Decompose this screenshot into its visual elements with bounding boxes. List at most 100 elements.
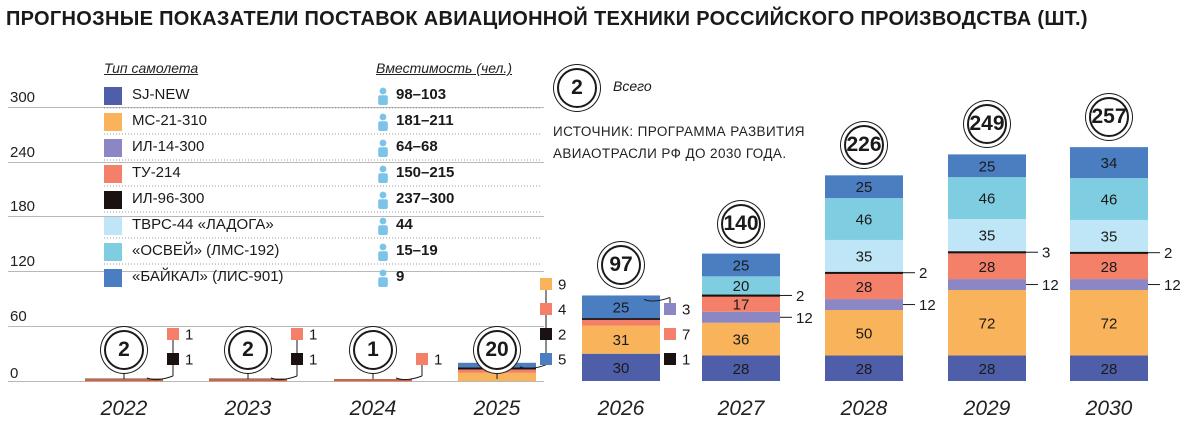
side-value-label: 2 [1164,245,1172,262]
bar-segment [1070,219,1148,252]
bar-segment [702,311,780,323]
segment-value-label: 46 [979,191,996,208]
year-total-circle: 257 [1089,97,1129,138]
segment-value-label: 28 [1101,259,1118,276]
bar-segment [825,271,903,274]
segment-value-label: 36 [733,332,750,349]
bar-segment [948,177,1026,220]
side-value-label: 1 [309,352,317,369]
y-tick-label: 60 [10,308,27,325]
bar-segment [702,276,780,295]
bar-segment [825,310,903,356]
side-value-label: 4 [558,302,566,319]
person-icon [378,113,388,131]
side-value-label: 12 [1164,277,1181,294]
side-value-label: 9 [558,277,566,294]
segment-value-label: 35 [856,248,873,265]
segment-value-label: 31 [613,332,630,349]
side-label-swatch [540,278,552,290]
side-value-label: 12 [1042,277,1059,294]
bar-segment [702,253,780,277]
bar-segment [582,353,660,381]
bar-segment [825,198,903,240]
bar-segment [948,253,1026,280]
segment-value-label: 35 [979,227,996,244]
side-value-label: 1 [682,352,690,369]
segment-value-label: 28 [979,361,996,378]
side-value-label: 7 [682,327,690,344]
bar-segment [582,317,660,320]
person-icon [378,191,388,209]
gridline-120 [8,271,544,272]
legend-row: ТУ-214 150–215 [104,164,524,183]
y-tick-label: 120 [10,253,36,270]
legend-series-name: ТВРС-44 «ЛАДОГА» [132,216,274,233]
side-value-label: 1 [185,327,193,344]
bar-segment [948,279,1026,290]
legend-series-name: ИЛ-14-300 [132,138,205,155]
total-example-value: 2 [571,76,583,99]
person-icon [378,243,388,261]
bar-segment [702,355,780,381]
person-icon [378,217,388,235]
total-legend-label: Всего [613,78,652,94]
year-total-value: 2 [242,338,254,361]
legend-row: ИЛ-96-300 237–300 [104,190,524,209]
x-tick-label: 2025 [473,397,521,420]
side-label-swatch [167,328,179,340]
side-label-leader [643,296,671,302]
legend-capacity-value: 44 [396,216,413,233]
side-label-swatch [664,303,676,315]
segment-value-label: 28 [979,259,996,276]
legend-swatch [104,165,122,183]
segment-value-label: 46 [856,212,873,229]
person-icon [378,165,388,183]
legend-capacity-value: 15–19 [396,242,438,259]
side-value-label: 3 [1042,245,1050,262]
side-value-label: 3 [682,302,690,319]
bar-segment [948,219,1026,251]
legend-swatch [104,243,122,261]
legend-row: «ОСВЕЙ» (ЛМС-192) 15–19 [104,242,524,261]
year-total-circle: 226 [844,125,884,166]
bar-segment [702,322,780,356]
segment-value-label: 46 [1101,192,1118,209]
bar-segment [948,251,1026,254]
person-icon [378,269,388,287]
year-total-circle: 97 [601,245,641,286]
bar-segment [948,154,1026,178]
bar-segment [825,355,903,381]
side-label-swatch [540,353,552,365]
year-total-circle: 140 [721,203,761,244]
segment-value-label: 50 [856,325,873,342]
segment-value-label: 34 [1101,155,1118,172]
segment-value-label: 28 [733,361,750,378]
year-total-value: 226 [846,133,882,157]
bar-segment [1070,251,1148,254]
side-value-label: 12 [796,310,813,327]
total-example-circle: 2 [557,68,597,108]
bar-segment [702,296,780,312]
side-value-label: 2 [919,265,927,282]
side-label-swatch [540,328,552,340]
segment-value-label: 72 [979,315,996,332]
y-tick-label: 240 [10,144,36,161]
year-total-value: 140 [723,211,759,235]
year-total-circle: 2 [104,330,144,370]
legend-capacity-value: 150–215 [396,164,455,181]
legend-capacity-value: 181–211 [396,112,454,129]
gridline-240 [8,162,544,163]
side-label-leader [146,375,174,381]
source-note-line-2: АВИАОТРАСЛИ РФ ДО 2030 ГОДА. [553,146,787,161]
legend-swatch [104,217,122,235]
segment-value-label: 30 [613,360,630,377]
x-tick-label: 2028 [840,397,888,420]
legend-series-name: МС-21-310 [132,112,208,129]
segment-value-label: 28 [1101,361,1118,378]
side-label-leader [395,375,423,381]
segment-value-label: 72 [1101,315,1118,332]
year-total-value: 97 [609,253,633,277]
legend-series-name: ТУ-214 [132,164,181,181]
person-icon [378,139,388,157]
